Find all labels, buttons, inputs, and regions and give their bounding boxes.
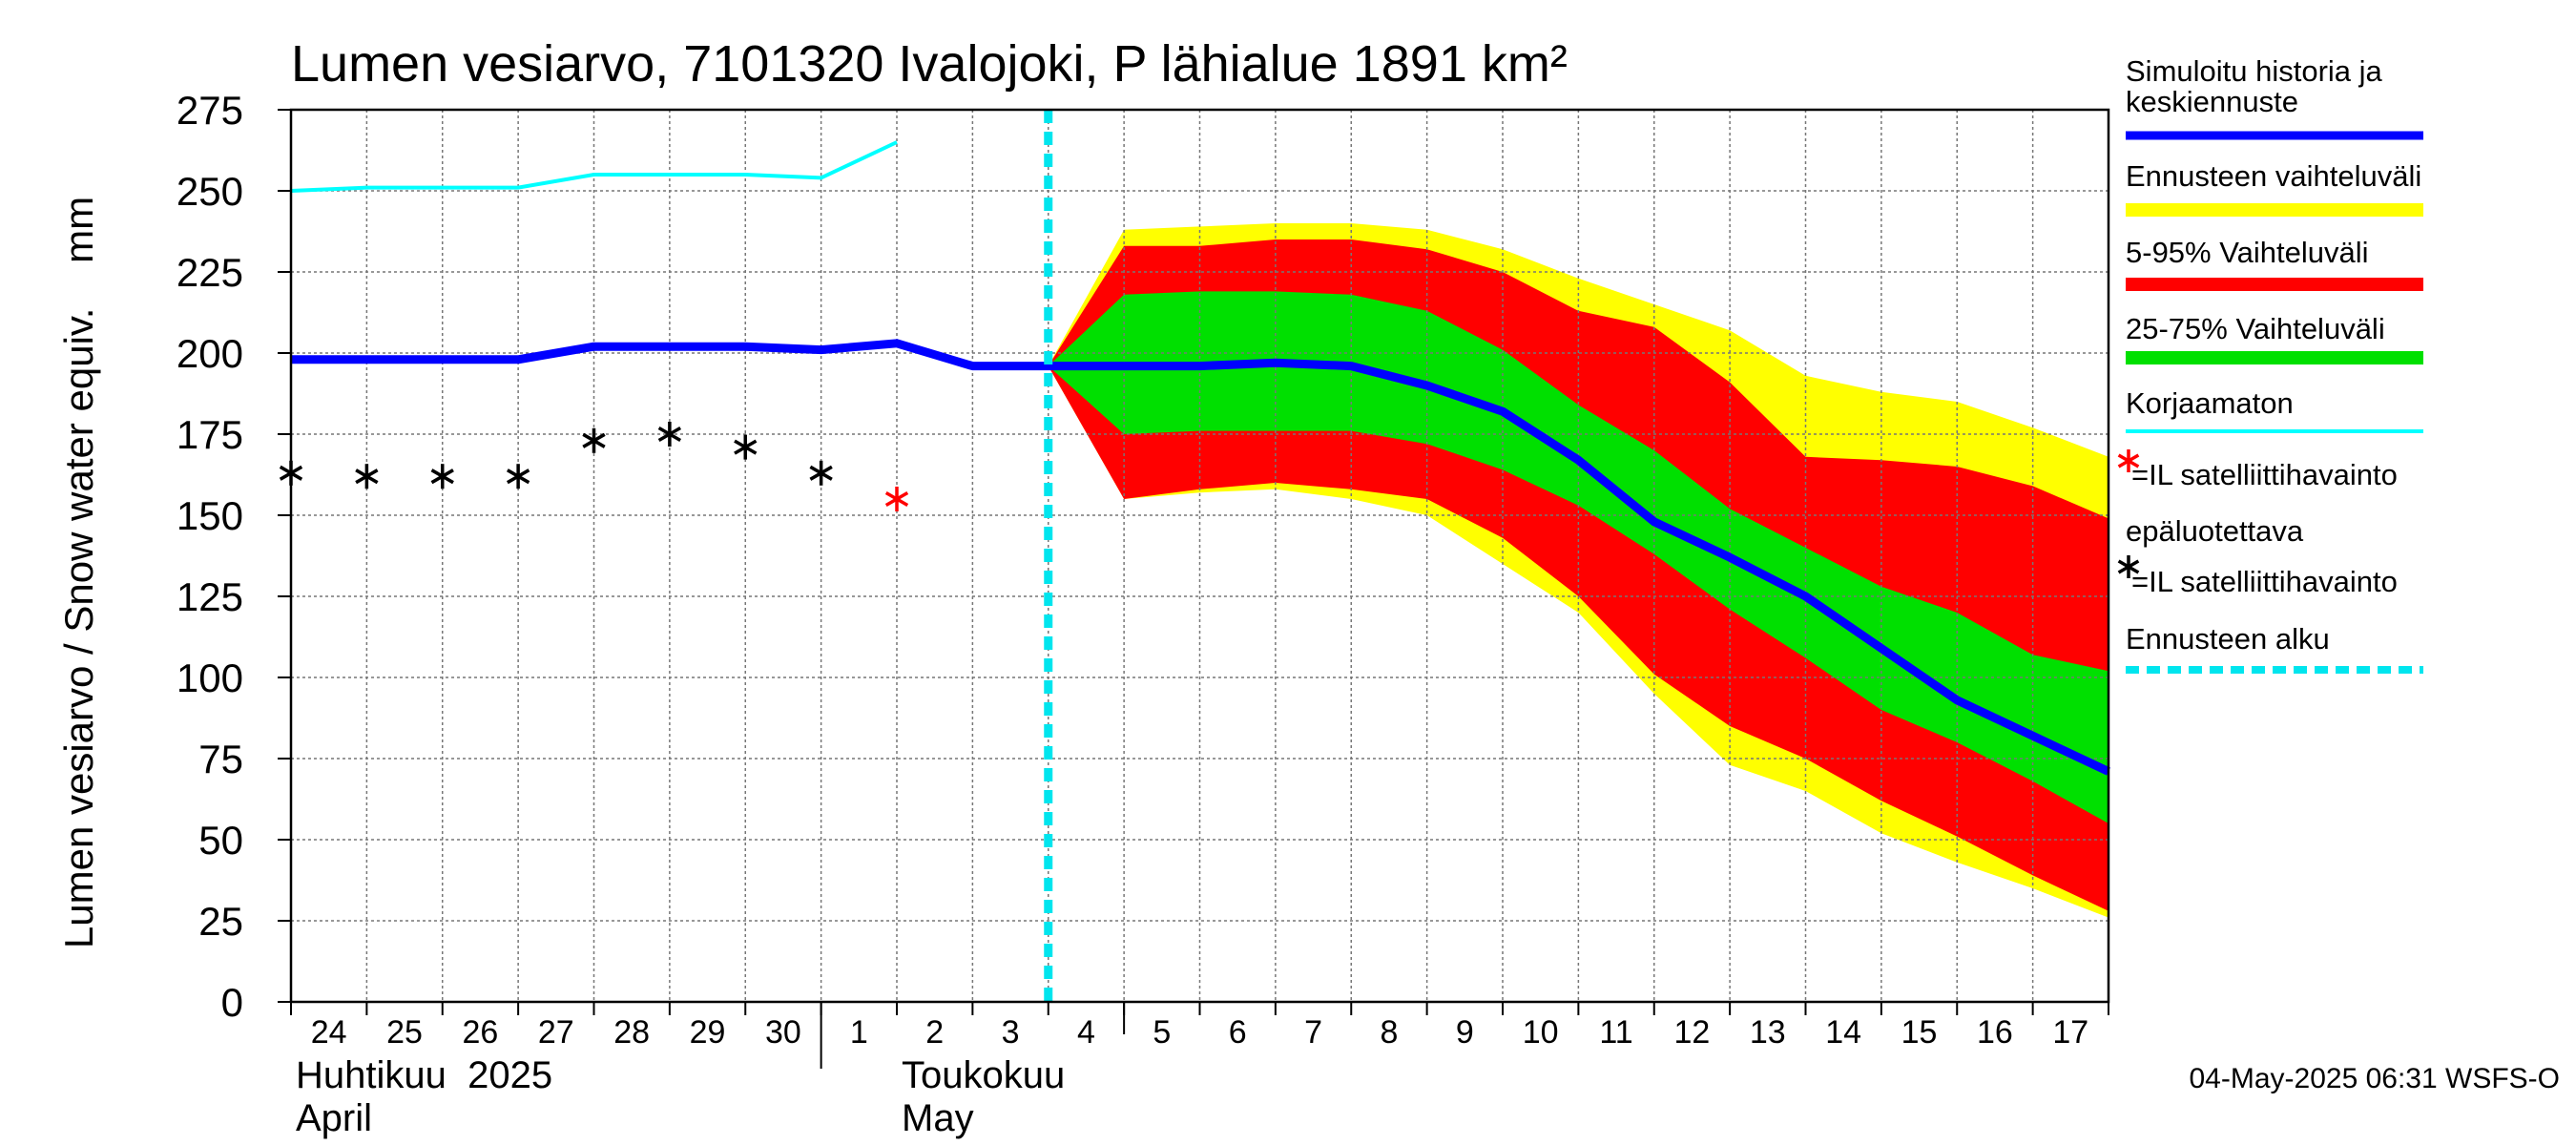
x-tick-label: 30	[765, 1014, 801, 1051]
y-tick-label: 125	[177, 574, 243, 619]
legend-item-sat-unreliable: =IL satelliittihavainto epäluotettava	[2117, 449, 2398, 548]
y-tick-label: 25	[198, 899, 243, 944]
chart-title: Lumen vesiarvo, 7101320 Ivalojoki, P läh…	[291, 35, 1568, 93]
series-uncorrected-line	[290, 140, 898, 193]
satellite-observation-point	[734, 434, 758, 460]
satellite-observation-unreliable-point	[884, 487, 909, 511]
month-label: Huhtikuu 2025	[296, 1054, 552, 1096]
legend-item-forecast-start: Ennusteen alku	[2126, 622, 2423, 674]
legend-item-band-25-75: 25-75% Vaihteluväli	[2126, 312, 2423, 364]
legend-item-band-outer: Ennusteen vaihteluväli	[2126, 159, 2423, 217]
x-tick-label: 7	[1304, 1014, 1322, 1051]
x-tick-label: 27	[538, 1014, 574, 1051]
y-tick-label: 100	[177, 656, 243, 700]
x-tick-label: 2	[925, 1014, 944, 1051]
x-tick-label: 6	[1229, 1014, 1247, 1051]
x-tick-label: 11	[1599, 1014, 1632, 1051]
legend-item-label: Ennusteen vaihteluväli	[2126, 159, 2421, 193]
legend-item-label: 25-75% Vaihteluväli	[2126, 312, 2385, 345]
month-label: Toukokuu	[902, 1054, 1065, 1096]
band-band-25-75	[1048, 291, 2109, 823]
x-tick-label: 25	[386, 1014, 423, 1051]
legend-item-label: Korjaamaton	[2126, 386, 2294, 420]
x-tick-label: 16	[1977, 1014, 2013, 1051]
x-tick-label: 15	[1901, 1014, 1938, 1051]
y-tick-label: 250	[177, 169, 243, 214]
x-tick-label: 3	[1002, 1014, 1020, 1051]
legend-item-label: Ennusteen alku	[2126, 622, 2330, 656]
month-label-english: April	[296, 1097, 372, 1139]
x-tick-label: 29	[690, 1014, 726, 1051]
legend-item-label-line2: epäluotettava	[2126, 514, 2304, 548]
x-tick-label: 5	[1153, 1014, 1171, 1051]
x-tick-label: 10	[1523, 1014, 1559, 1051]
x-tick-label: 17	[2052, 1014, 2088, 1051]
month-label-english: May	[902, 1097, 974, 1139]
x-tick-label: 12	[1674, 1014, 1711, 1051]
y-tick-label: 200	[177, 331, 243, 376]
series-median-line	[291, 339, 2110, 776]
y-axis-label: Lumen vesiarvo / Snow water equiv. mm	[56, 197, 101, 948]
y-tick-label: 0	[221, 980, 243, 1025]
legend-item-uncorrected: Korjaamaton	[2126, 386, 2423, 433]
x-tick-label: 26	[463, 1014, 499, 1051]
legend-item-label: =IL satelliittihavainto	[2131, 565, 2398, 598]
satellite-observation-point	[582, 427, 606, 453]
legend-item-band-5-95: 5-95% Vaihteluväli	[2126, 236, 2423, 291]
legend-star-marker	[2117, 555, 2140, 578]
y-tick-label: 50	[198, 818, 243, 863]
legend-item-sat: =IL satelliittihavainto	[2117, 555, 2398, 598]
x-tick-label: 8	[1380, 1014, 1398, 1051]
series-lines	[279, 110, 2110, 1002]
legend-item-label: =IL satelliittihavainto	[2131, 458, 2398, 491]
y-tick-label: 150	[177, 493, 243, 538]
satellite-observation-point	[355, 464, 379, 489]
x-tick-label: 28	[613, 1014, 650, 1051]
legend-item-label: Simuloitu historia ja	[2126, 54, 2383, 88]
x-tick-label: 9	[1456, 1014, 1474, 1051]
x-tick-label: 13	[1750, 1014, 1786, 1051]
satellite-observation-point	[657, 422, 682, 447]
y-tick-label: 175	[177, 412, 243, 457]
x-tick-label: 14	[1825, 1014, 1861, 1051]
satellite-observation-point	[506, 464, 530, 489]
legend-item-label: 5-95% Vaihteluväli	[2126, 236, 2368, 269]
x-tick-label: 4	[1077, 1014, 1095, 1051]
satellite-observation-point	[809, 460, 833, 486]
timestamp: 04-May-2025 06:31 WSFS-O	[2190, 1063, 2561, 1094]
y-tick-label: 75	[198, 737, 243, 781]
legend-star-marker	[2117, 449, 2140, 472]
y-tick-label: 225	[177, 250, 243, 295]
legend-item-label-line2: keskiennuste	[2126, 85, 2298, 118]
satellite-observation-point	[430, 464, 454, 489]
x-tick-label: 24	[311, 1014, 347, 1051]
y-tick-label: 275	[177, 88, 243, 133]
x-tick-label: 1	[850, 1014, 868, 1051]
